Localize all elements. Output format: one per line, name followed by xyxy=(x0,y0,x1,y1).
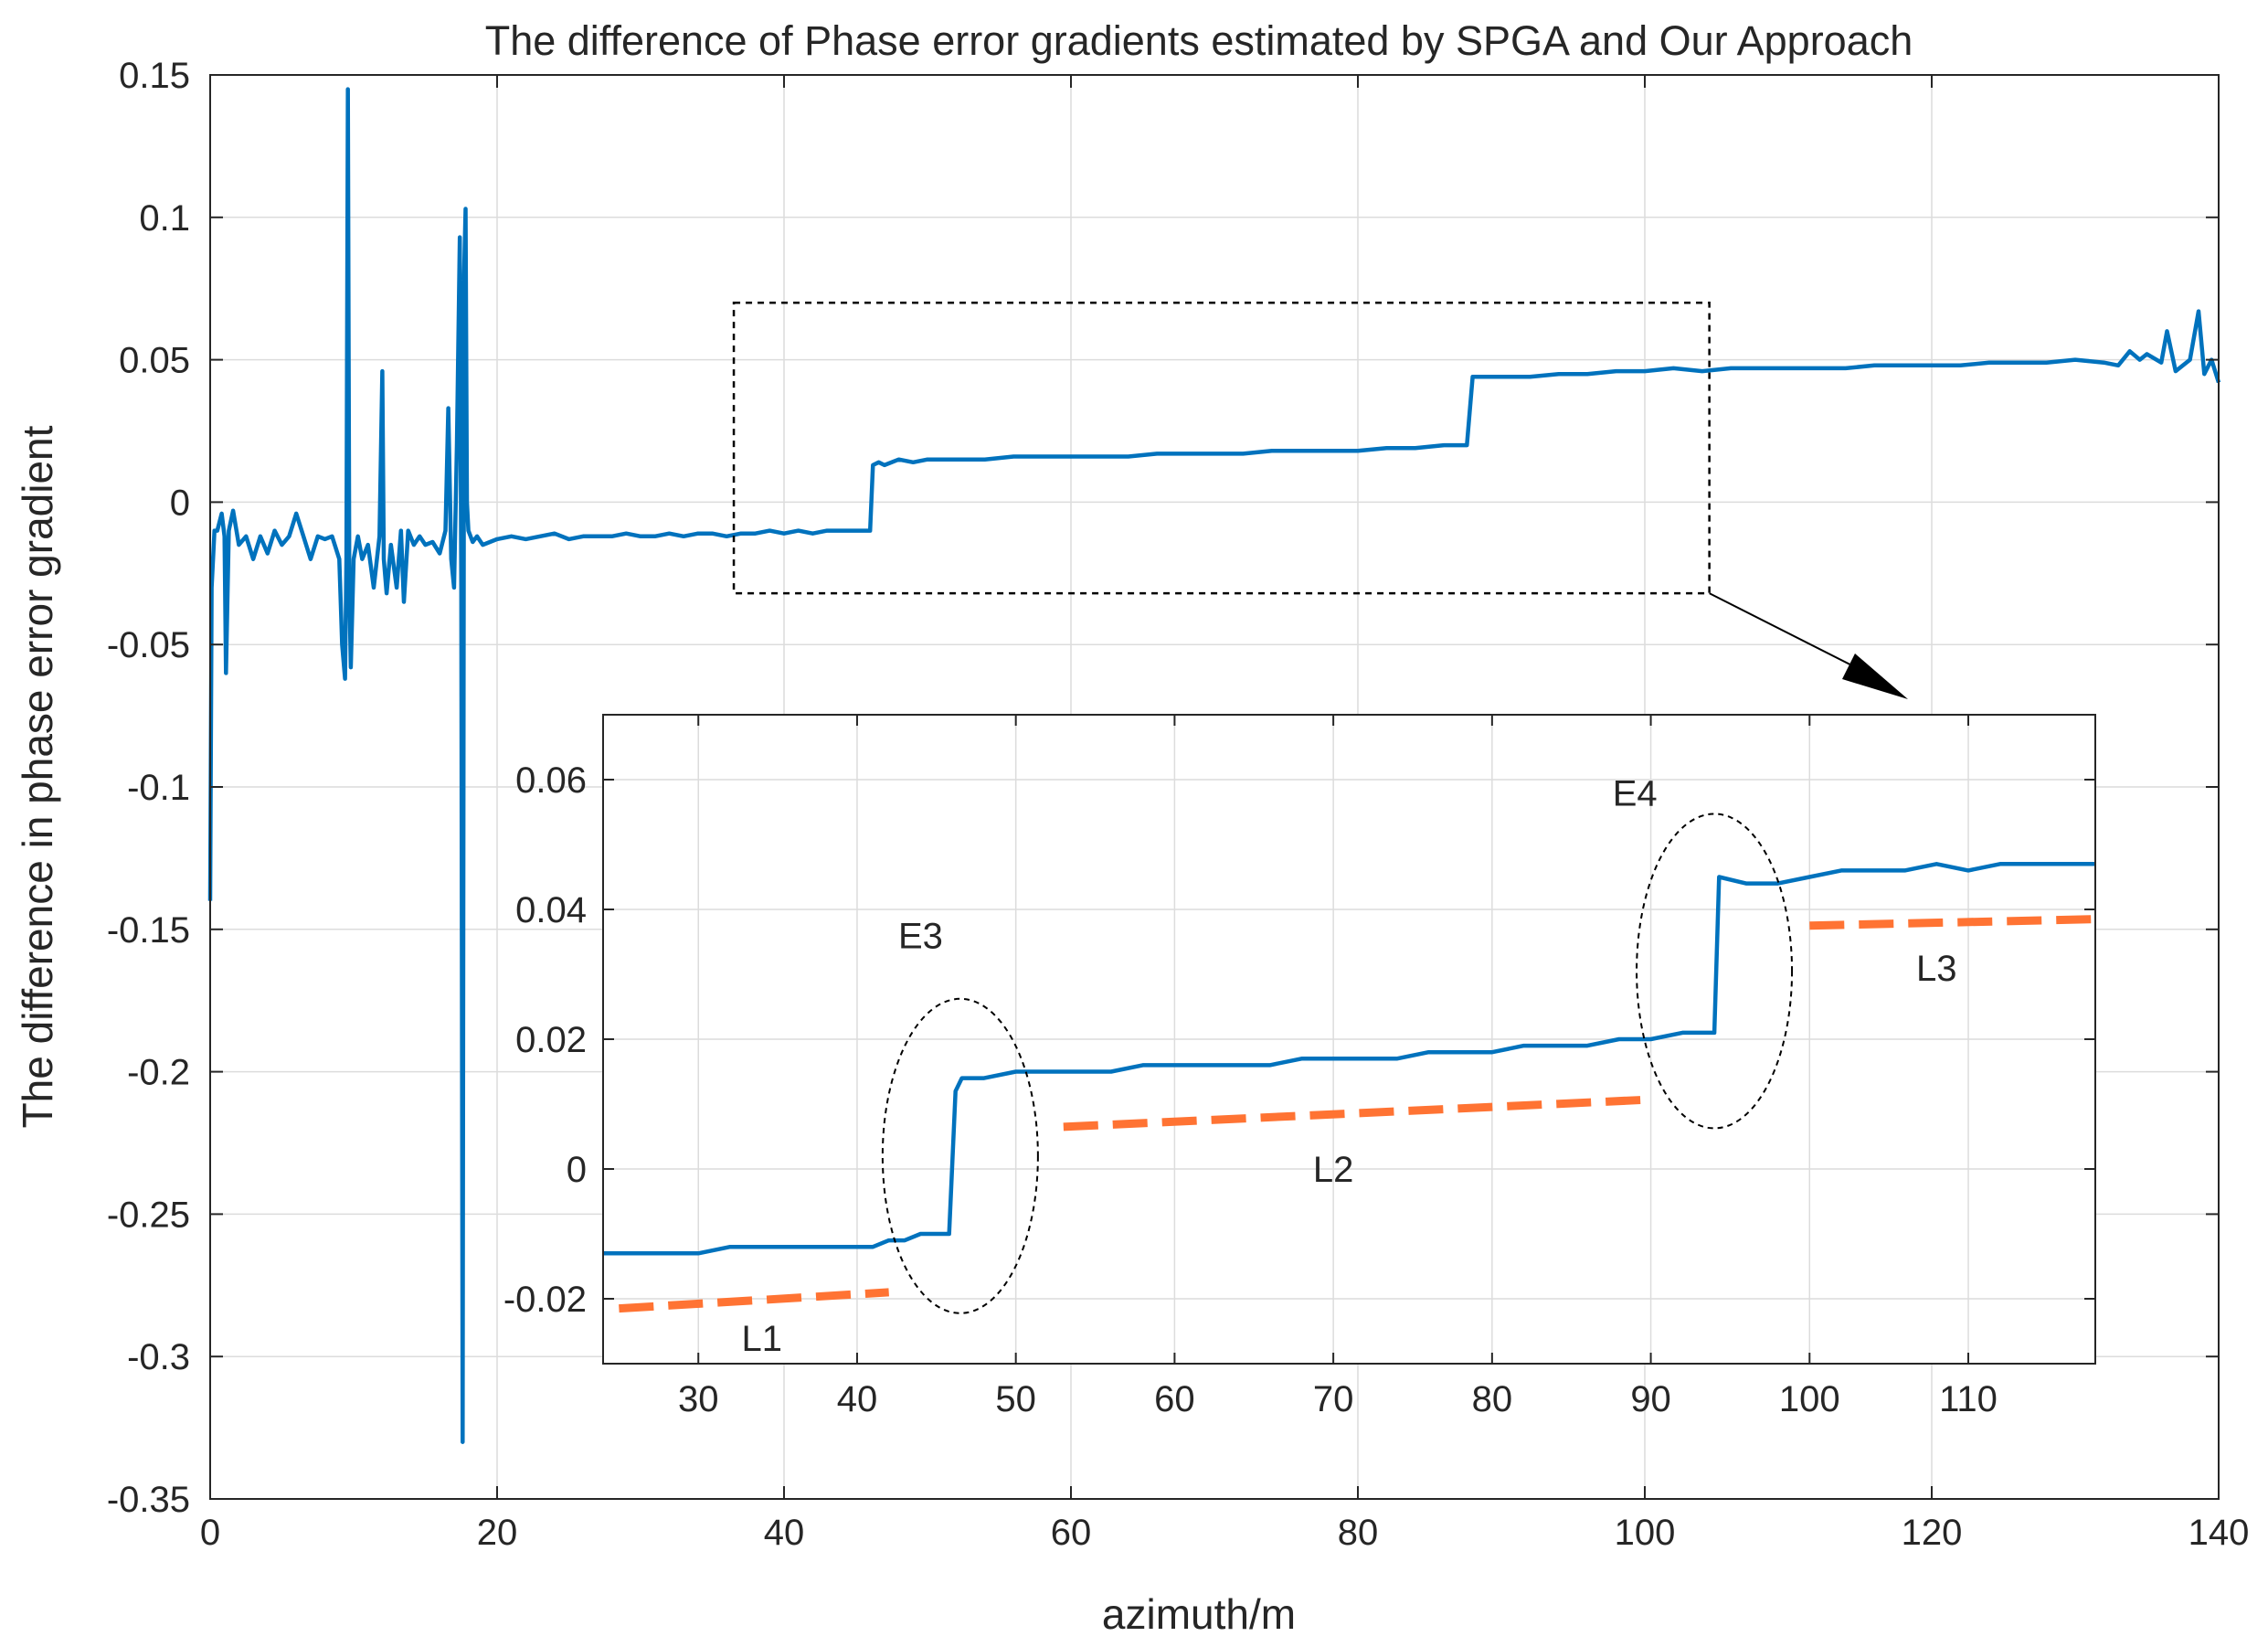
y-axis-label: The difference in phase error gradient xyxy=(14,425,61,1128)
annotation-l1: L1 xyxy=(741,1319,782,1359)
inset-x-tick-label: 50 xyxy=(995,1379,1036,1419)
main-y-tick-label: -0.15 xyxy=(107,910,190,951)
zoom-region-rectangle xyxy=(732,302,1711,595)
main-x-tick-label: 20 xyxy=(477,1513,518,1553)
main-y-tick-label: -0.1 xyxy=(127,768,190,808)
inset-plot-area xyxy=(603,813,2095,1314)
main-y-tick-label: 0 xyxy=(170,483,190,523)
annotation-e3: E3 xyxy=(898,917,943,957)
main-x-tick-label: 40 xyxy=(764,1513,805,1553)
main-x-tick-label: 140 xyxy=(2189,1513,2250,1553)
main-y-tick-label: 0.15 xyxy=(119,56,190,96)
main-x-tick-label: 60 xyxy=(1051,1513,1092,1553)
inset-series-line-0 xyxy=(603,862,2095,1256)
main-x-tick-label: 100 xyxy=(1615,1513,1676,1553)
zoom-arrow-head xyxy=(1842,653,1908,699)
main-y-tick-label: 0.05 xyxy=(119,341,190,381)
inset-x-tick-label: 80 xyxy=(1472,1379,1513,1419)
main-y-tick-label: -0.2 xyxy=(127,1053,190,1093)
main-plot-area xyxy=(207,87,2221,1444)
main-y-tick-label: -0.3 xyxy=(127,1337,190,1377)
main-y-tick-label: -0.35 xyxy=(107,1480,190,1520)
inset-x-tick-label: 40 xyxy=(837,1379,878,1419)
inset-x-tick-label: 60 xyxy=(1154,1379,1195,1419)
x-axis-label: azimuth/m xyxy=(1102,1590,1296,1638)
e3-ellipse xyxy=(881,997,1039,1314)
inset-chart: L1 L2 L3 E3 E4 30 40 50 60 70 80 90 100 110 -0.02 0 0.02… xyxy=(503,714,2096,1419)
main-y-tick-label: 0.1 xyxy=(139,198,190,239)
inset-y-tick-label: -0.02 xyxy=(503,1280,587,1320)
main-y-tick-label: -0.25 xyxy=(107,1195,190,1235)
zoom-region-box xyxy=(732,302,1908,699)
inset-y-tick-label: 0.02 xyxy=(515,1020,587,1060)
main-axes: 0 20 40 60 80 100 120 140 -0.35 -0.3 -0.25 -0.2 -0.1… xyxy=(107,56,2250,1553)
main-series-line-0 xyxy=(207,87,2221,1444)
inset-x-tick-label: 70 xyxy=(1313,1379,1354,1419)
main-x-tick-label: 80 xyxy=(1338,1513,1379,1553)
main-x-tick-label: 0 xyxy=(200,1513,220,1553)
inset-reference-line-segment-0 xyxy=(619,1288,889,1313)
annotation-l3: L3 xyxy=(1916,949,1957,989)
main-x-tick-label: 120 xyxy=(1902,1513,1963,1553)
inset-x-tick-label: 30 xyxy=(678,1379,719,1419)
main-y-tick-label: -0.05 xyxy=(107,625,190,665)
chart-title: The difference of Phase error gradients … xyxy=(485,17,1913,64)
inset-y-tick-label: 0 xyxy=(567,1150,587,1190)
inset-x-tick-label: 110 xyxy=(1939,1379,1998,1419)
annotation-l2: L2 xyxy=(1313,1150,1354,1190)
inset-y-tick-label: 0.04 xyxy=(515,890,587,930)
annotation-e4: E4 xyxy=(1613,773,1658,813)
inset-y-tick-label: 0.06 xyxy=(515,760,587,801)
inset-x-tick-label: 100 xyxy=(1779,1379,1840,1419)
e4-ellipse xyxy=(1636,813,1794,1130)
inset-x-tick-label: 90 xyxy=(1630,1379,1671,1419)
